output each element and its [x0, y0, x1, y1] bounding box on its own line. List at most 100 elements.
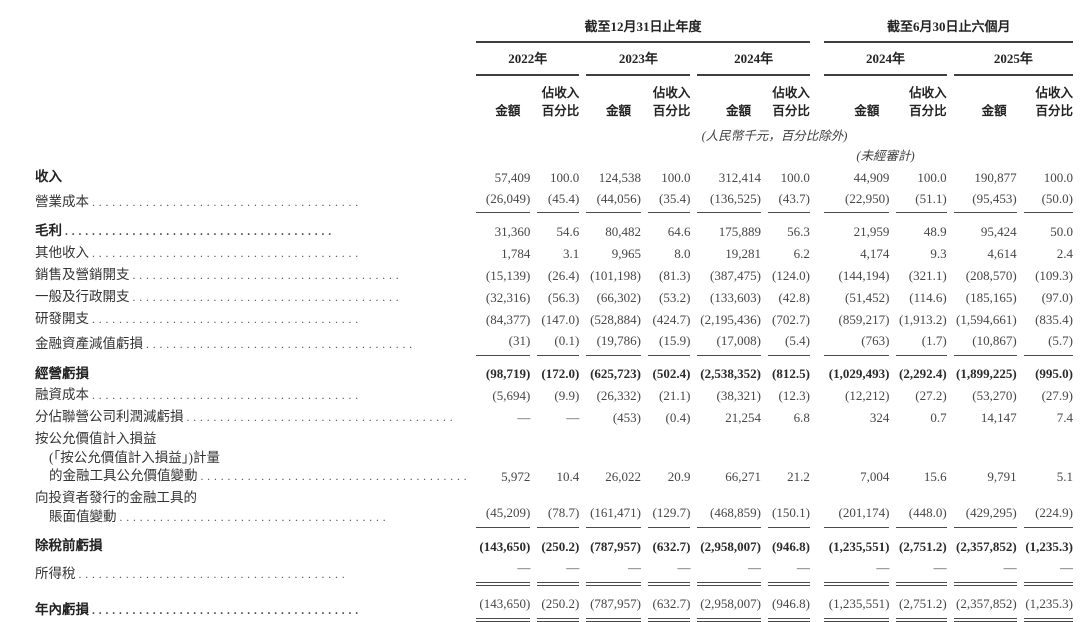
value-cell: (632.7) — [647, 586, 691, 622]
value-cell: 5,972 — [501, 469, 531, 485]
value-cell: (468,859) — [697, 488, 761, 529]
group-gap — [817, 586, 818, 622]
year-header-2022: 2022年 — [476, 43, 580, 77]
group-gap — [817, 308, 818, 330]
value-cell: (1,913.2) — [899, 311, 947, 327]
value-cell: (42.8) — [778, 289, 810, 305]
value-cell: (133,603) — [710, 289, 761, 305]
value-cell: 50.0 — [1050, 224, 1073, 240]
row-label: 一般及行政開支 — [35, 287, 469, 309]
value-cell: (45,209) — [476, 488, 531, 529]
value-cell: (1.7) — [896, 330, 947, 356]
value-cell: 324 — [869, 410, 890, 426]
value-cell: 312,414 — [718, 169, 761, 185]
value-cell: (2,958,007) — [700, 538, 761, 554]
value-cell: (97.0) — [1041, 289, 1073, 305]
row-label-line: 除稅前虧損 — [35, 538, 103, 554]
value-cell: (31) — [476, 330, 531, 356]
value-cell: 48.9 — [923, 224, 947, 240]
value-cell: (95,453) — [953, 188, 1017, 214]
value-cell: 3.1 — [563, 246, 580, 262]
year-header-2024: 2024年 — [697, 43, 810, 77]
value-cell: 9,791 — [987, 469, 1017, 485]
pct-of-revenue-header: 佔收入 百分比 — [772, 86, 810, 118]
value-cell: (51.1) — [896, 188, 947, 214]
value-cell: 56.3 — [787, 224, 810, 240]
value-cell: (15.9) — [647, 330, 691, 356]
row-label-line: 研發開支 — [35, 310, 469, 329]
table-row: 所得稅—————————— — [35, 557, 1073, 586]
value-cell: 100.0 — [780, 169, 810, 185]
value-cell: (1,029,493) — [828, 366, 890, 382]
value-cell: — — [517, 410, 531, 426]
value-cell: (50.0) — [1023, 188, 1073, 214]
row-label: 融資成本 — [35, 385, 469, 407]
amount-header: 金額 — [605, 103, 631, 118]
value-cell: (448.0) — [896, 488, 947, 529]
value-cell: (53,270) — [972, 388, 1017, 404]
row-label-line: 分佔聯營公司利潤減虧損 — [35, 408, 469, 427]
row-label-line: 其他收入 — [35, 244, 469, 263]
row-label: 金融資產減值虧損 — [35, 330, 469, 355]
dot-leader — [133, 288, 468, 307]
dot-leader — [92, 386, 467, 405]
value-cell: (19,786) — [586, 330, 641, 356]
value-cell: (528,884) — [590, 311, 641, 327]
value-cell: (32,316) — [485, 289, 531, 305]
value-cell: — — [896, 557, 947, 586]
value-cell: (26,332) — [596, 388, 641, 404]
value-cell: (5,694) — [492, 388, 531, 404]
value-cell: (43.7) — [767, 188, 810, 214]
value-cell: (2,958,007) — [697, 586, 761, 622]
value-cell: (44,056) — [586, 188, 641, 214]
group-gap — [817, 407, 818, 429]
pct-of-revenue-header: 佔收入 百分比 — [1035, 86, 1073, 118]
table-row: 年內虧損 (143,650)(250.2)(787,957)(632.7)(2,9… — [35, 586, 1073, 622]
value-cell: (2,751.2) — [896, 586, 947, 622]
group-gap — [817, 330, 818, 355]
year-header-interim-2024: 2024年 — [824, 43, 947, 77]
value-cell: (98,719) — [485, 366, 531, 382]
row-label-line: 金融資產減值虧損 — [35, 335, 469, 354]
value-cell: (45.4) — [537, 188, 580, 214]
row-label-line: 賬面值變動 — [35, 508, 469, 527]
row-label-line: 營業成本 — [35, 193, 469, 212]
value-cell: (101,198) — [590, 268, 641, 284]
unaudited-note-row: (未經審計) — [35, 147, 1073, 167]
value-cell: 19,281 — [725, 246, 761, 262]
value-cell: (27.9) — [1041, 388, 1073, 404]
pct-of-revenue-header: 佔收入 百分比 — [541, 86, 580, 118]
dot-leader — [201, 467, 468, 486]
units-note: (人民幣千元，百分比除外) — [701, 128, 848, 143]
value-cell: 100.0 — [917, 169, 947, 185]
value-cell: 100.0 — [661, 169, 691, 185]
value-cell: 1,784 — [501, 246, 531, 262]
value-cell: — — [586, 557, 641, 586]
value-cell: (787,957) — [590, 538, 641, 554]
value-cell: (2,292.4) — [899, 366, 947, 382]
row-label: 年內虧損 — [35, 586, 469, 622]
dot-leader — [65, 222, 467, 241]
row-label: 向投資者發行的金融工具的 賬面值變動 — [35, 488, 469, 528]
value-cell: (150.1) — [767, 488, 810, 529]
value-cell: (15,139) — [485, 268, 531, 284]
value-cell: 4,174 — [860, 246, 890, 262]
value-cell: (0.4) — [665, 410, 691, 426]
value-cell: 80,482 — [605, 224, 641, 240]
value-cell: 31,360 — [494, 224, 531, 240]
value-cell: (5.7) — [1023, 330, 1073, 356]
value-cell: (946.8) — [771, 538, 810, 554]
value-cell: (84,377) — [485, 311, 531, 327]
value-cell: (2,195,436) — [700, 311, 761, 327]
value-cell: 8.0 — [674, 246, 691, 262]
value-cell: (143,650) — [476, 586, 531, 622]
row-label: 按公允價值計入損益 (「按公允價值計入損益」)計量 的金融工具公允價值變動 — [35, 429, 469, 488]
row-label: 分佔聯營公司利潤減虧損 — [35, 407, 469, 429]
value-cell: (250.2) — [537, 586, 580, 622]
row-label-line: 的金融工具公允價值變動 — [35, 467, 469, 486]
value-cell: (124.0) — [771, 268, 810, 284]
value-cell: (321.1) — [908, 268, 947, 284]
value-cell: — — [476, 557, 531, 586]
dot-leader — [92, 601, 467, 620]
row-label: 營業成本 — [35, 188, 469, 213]
